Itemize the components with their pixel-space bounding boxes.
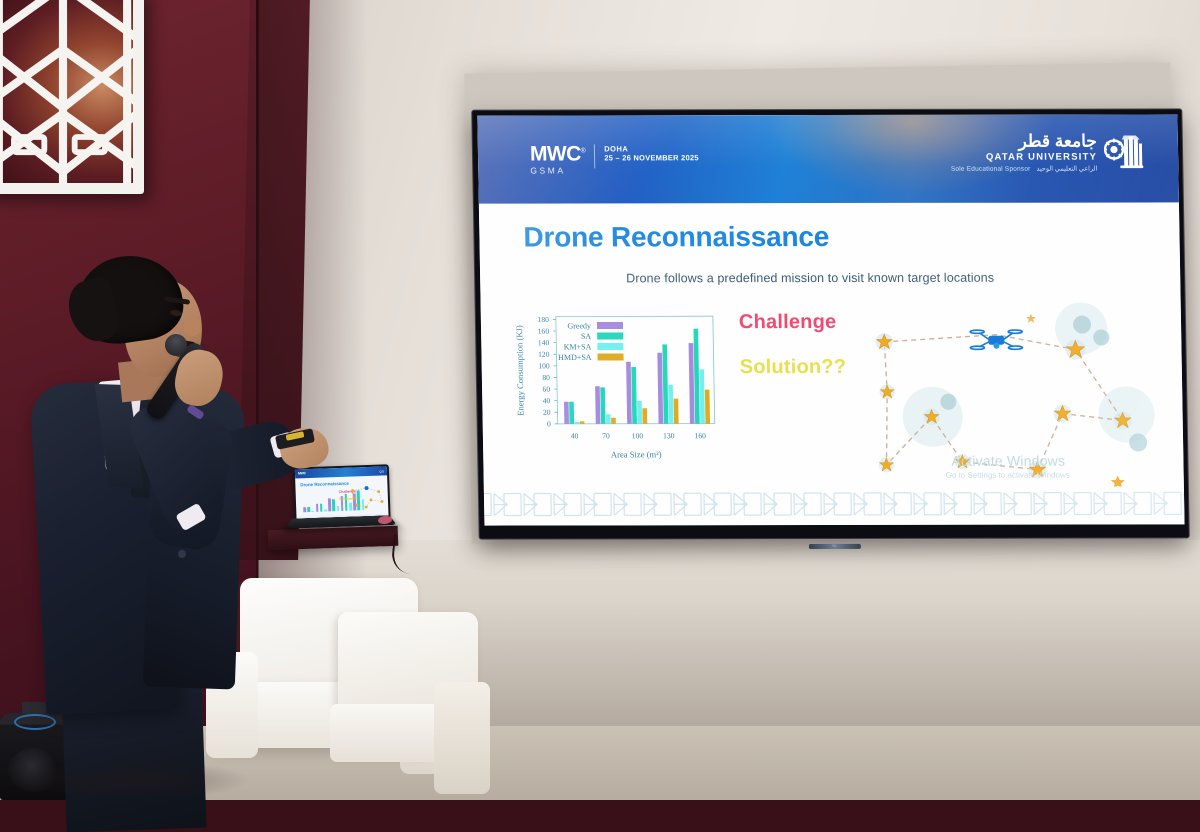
chart-xticks: 40 70 100 130 160 [571, 431, 706, 440]
mwc-wordmark: MWC [529, 142, 581, 166]
slide-header: MWC® GSMA DOHA 25 – 26 NOVEMBER 2025 جام… [477, 114, 1179, 204]
drone-mission-diagram [853, 296, 1168, 489]
qatar-university-emblem-icon [1103, 135, 1144, 169]
mwc-gsma-label: GSMA [530, 165, 566, 176]
waypoints [875, 313, 1132, 489]
energy-consumption-bar-chart: 180 160 140 120 100 80 60 40 20 0 [509, 307, 724, 469]
svg-text:KM+SA: KM+SA [564, 342, 592, 351]
slide-footer-pattern [483, 484, 1185, 525]
qu-sponsor-role-arabic: الراعي التعليمي الوحيد [1036, 165, 1098, 173]
speaker-connector [22, 702, 46, 714]
svg-text:100: 100 [632, 431, 644, 440]
svg-text:100: 100 [538, 361, 550, 370]
display-screen[interactable]: MWC® GSMA DOHA 25 – 26 NOVEMBER 2025 جام… [477, 114, 1185, 526]
qatar-university-logo: جامعة قطر QATAR UNIVERSITY Sole Educatio… [950, 132, 1144, 173]
solution-label: Solution?? [739, 355, 847, 379]
svg-text:130: 130 [663, 431, 675, 440]
qu-sponsor-role: Sole Educational Sponsor [950, 165, 1031, 173]
display-brand-strip: TV [808, 543, 861, 550]
svg-text:40: 40 [543, 396, 551, 405]
svg-text:SA: SA [581, 332, 592, 341]
laptop-mini-diagram-icon [351, 486, 384, 509]
wall-seam [256, 0, 259, 800]
qu-arabic-name: جامعة قطر [1018, 131, 1098, 151]
chart-ylabel: Energy Consumption (KJ) [514, 325, 526, 416]
drone-icon [969, 329, 1024, 351]
svg-text:60: 60 [542, 385, 550, 394]
white-armchair-second[interactable] [330, 612, 490, 800]
challenge-label: Challenge [738, 310, 837, 334]
event-city: DOHA [604, 144, 629, 154]
laptop-lid: MWC QU Drone Reconnaissance Challenge So… [292, 464, 391, 522]
svg-text:HMD+SA: HMD+SA [558, 353, 592, 362]
svg-text:70: 70 [602, 431, 610, 440]
svg-text:160: 160 [538, 327, 550, 336]
svg-text:80: 80 [542, 373, 550, 382]
presenter-laptop[interactable]: MWC QU Drone Reconnaissance Challenge So… [284, 464, 397, 540]
svg-text:140: 140 [538, 338, 550, 347]
presentation-slide: MWC® GSMA DOHA 25 – 26 NOVEMBER 2025 جام… [477, 114, 1185, 526]
wall-display[interactable]: MWC® GSMA DOHA 25 – 26 NOVEMBER 2025 جام… [472, 109, 1189, 550]
qu-english-name: QATAR UNIVERSITY [985, 151, 1098, 163]
svg-text:Greedy: Greedy [567, 321, 591, 330]
chart-bars [563, 328, 711, 424]
laptop-qu-logo: QU [379, 468, 385, 474]
speaker-led-ring [14, 714, 56, 730]
presenter [28, 249, 332, 832]
svg-text:180: 180 [537, 315, 549, 324]
mwc-registered-icon: ® [580, 147, 586, 155]
lattice-pattern-icon [0, 0, 133, 183]
floor-speaker [0, 700, 70, 800]
header-divider [594, 144, 596, 169]
svg-text:40: 40 [571, 431, 579, 440]
event-dates: 25 – 26 NOVEMBER 2025 [604, 153, 699, 163]
jacket-button [178, 550, 186, 558]
speaker-cone [8, 748, 60, 792]
chart-xlabel: Area Size (m²) [611, 449, 662, 459]
svg-text:0: 0 [547, 419, 551, 428]
mwc-logo: MWC® GSMA DOHA 25 – 26 NOVEMBER 2025 [529, 142, 699, 176]
slide-subtitle: Drone follows a predefined mission to vi… [626, 270, 995, 286]
armchair2-arm [434, 682, 490, 794]
laptop-screen[interactable]: MWC QU Drone Reconnaissance Challenge So… [294, 466, 389, 520]
chart-svg: 180 160 140 120 100 80 60 40 20 0 [514, 315, 716, 459]
presenter-floor-shadow [20, 760, 250, 800]
drone-path-svg [875, 302, 1155, 489]
geometric-footer-icon [483, 491, 1185, 517]
windows-activation-sub: Go to Settings to activate Windows [945, 470, 1070, 480]
windows-activation-watermark: Activate Windows [951, 452, 1066, 469]
svg-text:120: 120 [538, 350, 550, 359]
slide-title: Drone Reconnaissance [523, 221, 830, 253]
islamic-lattice-panel [0, 0, 144, 194]
svg-text:20: 20 [543, 408, 551, 417]
svg-text:160: 160 [694, 431, 706, 440]
